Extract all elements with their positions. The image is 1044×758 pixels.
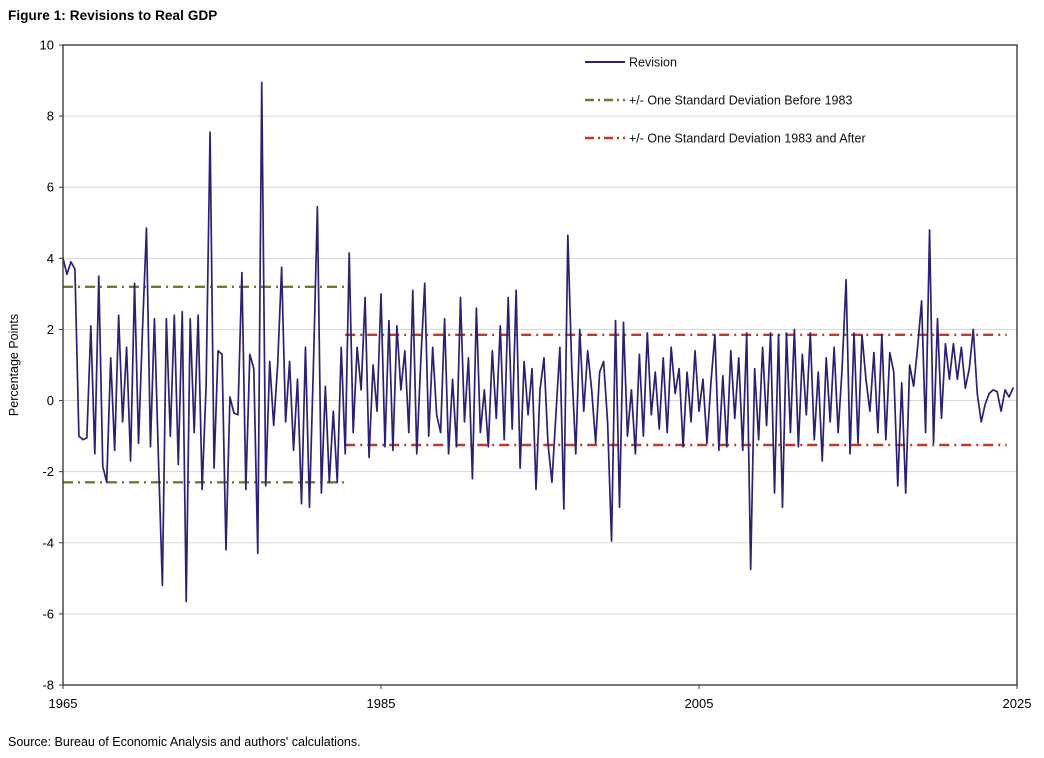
y-tick-label: 0 (47, 393, 54, 408)
legend-label: Revision (629, 56, 677, 70)
y-tick-label: -2 (42, 464, 54, 479)
x-tick-label: 1965 (49, 696, 78, 711)
y-tick-label: 4 (47, 251, 54, 266)
x-tick-label: 1985 (367, 696, 396, 711)
figure-title: Figure 1: Revisions to Real GDP (8, 8, 218, 23)
y-tick-label: 6 (47, 180, 54, 195)
y-tick-label: -8 (42, 678, 54, 693)
revision-line (62, 81, 1014, 603)
y-tick-label: 8 (47, 109, 54, 124)
legend-label: +/- One Standard Deviation Before 1983 (629, 94, 852, 108)
gdp-revisions-chart: -8 -6 -4 -2 0 2 4 6 8 10 1965 1985 2005 2025 Revision +… (40, 38, 1032, 712)
y-tick-label: -4 (42, 535, 54, 550)
plot-border (62, 44, 1018, 686)
x-tick-label: 2005 (685, 696, 714, 711)
y-axis-title: Percentage Points (7, 313, 21, 417)
y-tick-label: 2 (47, 322, 54, 337)
legend-label: +/- One Standard Deviation 1983 and Afte… (629, 132, 866, 146)
x-tick-label: 2025 (1003, 696, 1032, 711)
y-tick-label: 10 (40, 38, 54, 53)
source-note: Source: Bureau of Economic Analysis and … (8, 735, 361, 749)
y-tick-label: -6 (42, 606, 54, 621)
